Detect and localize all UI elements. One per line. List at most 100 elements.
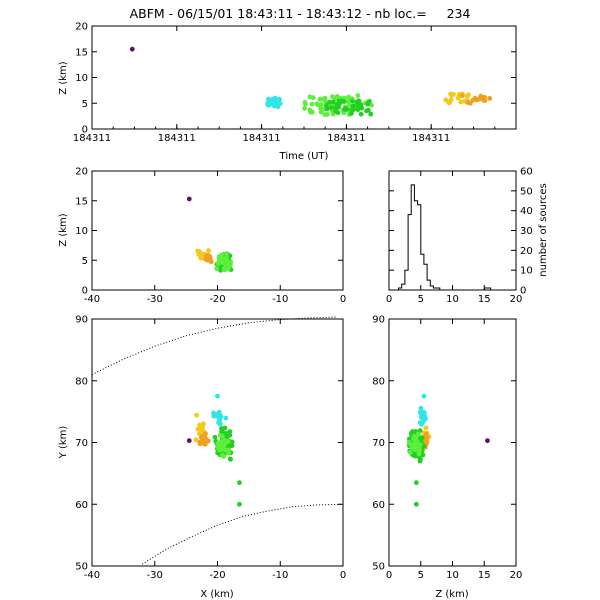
source-point xyxy=(323,99,329,104)
y-tick-label: 60 xyxy=(520,167,533,178)
source-point xyxy=(186,438,192,444)
source-point xyxy=(407,449,413,455)
histogram-bars xyxy=(398,184,492,291)
source-point xyxy=(336,100,342,106)
figure-title: ABFM - 06/15/01 18:43:11 - 18:43:12 - nb… xyxy=(130,6,471,21)
x-tick-label: 0 xyxy=(340,570,346,581)
source-point xyxy=(327,99,333,105)
source-point xyxy=(222,441,227,447)
panel-time-height: Time (UT) Z (km) 0 5 10 15 20 184311 184311 184… xyxy=(58,22,517,162)
source-point xyxy=(206,248,211,253)
source-point xyxy=(485,438,490,444)
source-point xyxy=(186,196,192,202)
x-tick-label: 184311 xyxy=(158,133,196,144)
source-point xyxy=(223,447,229,453)
source-point xyxy=(216,410,222,415)
source-point xyxy=(447,100,452,106)
source-point xyxy=(219,445,224,451)
source-point xyxy=(302,106,308,111)
y-tick-label: 90 xyxy=(75,315,88,326)
source-point xyxy=(459,93,465,99)
y-tick-label: 15 xyxy=(75,196,88,207)
source-point xyxy=(421,443,427,449)
y-tick-label: 20 xyxy=(75,167,88,178)
x-tick-label: -10 xyxy=(272,570,288,581)
range-ring-curve xyxy=(141,503,344,565)
x-tick-label: 184311 xyxy=(73,133,111,144)
source-point xyxy=(275,102,281,108)
source-point xyxy=(358,111,364,117)
source-point xyxy=(225,433,230,439)
source-point xyxy=(129,46,135,52)
x-tick-label: 15 xyxy=(478,570,491,581)
y-tick-label: 30 xyxy=(520,226,533,237)
x-tick-label: 0 xyxy=(386,294,392,305)
panel-x-z: Z (km) 0 5 10 15 20 -40 -30 -20 -10 0 xyxy=(58,167,346,306)
source-point xyxy=(317,96,323,102)
x-tick-label: -20 xyxy=(209,294,225,305)
source-point xyxy=(218,426,224,431)
source-point xyxy=(418,435,424,441)
source-point xyxy=(277,97,282,102)
source-point xyxy=(449,92,454,98)
y-tick-label: 60 xyxy=(75,500,88,511)
source-point xyxy=(356,98,362,104)
source-point xyxy=(466,92,471,98)
source-point xyxy=(335,110,341,116)
source-point xyxy=(346,94,351,100)
source-point xyxy=(458,99,464,105)
source-point xyxy=(318,102,324,107)
y-tick-label: 5 xyxy=(82,99,88,110)
y-tick-label: 10 xyxy=(520,266,533,277)
source-point xyxy=(201,421,206,427)
y-tick-label: 60 xyxy=(372,500,385,511)
x-tick-label: -40 xyxy=(84,294,100,305)
source-point xyxy=(219,256,225,262)
source-point xyxy=(323,103,329,108)
source-point xyxy=(419,414,425,420)
source-point xyxy=(302,99,308,105)
y-tick-label: 5 xyxy=(82,256,88,267)
source-point xyxy=(220,452,225,458)
source-point xyxy=(411,434,417,439)
source-point xyxy=(416,451,422,457)
z-axis-label-mid: Z (km) xyxy=(58,213,69,246)
x-axis-label: X (km) xyxy=(200,589,233,600)
x-tick-label: 20 xyxy=(510,294,523,305)
source-point xyxy=(237,501,242,507)
source-point xyxy=(237,480,242,486)
source-point xyxy=(423,431,429,437)
x-tick-label: 0 xyxy=(340,294,346,305)
source-point xyxy=(419,421,425,427)
source-point xyxy=(359,105,365,111)
y-tick-label: 20 xyxy=(520,246,533,257)
y-tick-label: 15 xyxy=(75,47,88,58)
y-tick-label: 40 xyxy=(520,206,533,217)
y-tick-label: 50 xyxy=(75,562,88,573)
source-point xyxy=(421,393,427,399)
y-tick-label: 80 xyxy=(75,376,88,387)
x-tick-label: -30 xyxy=(147,570,163,581)
y-tick-label: 0 xyxy=(82,286,88,297)
source-point xyxy=(417,409,423,415)
source-point xyxy=(355,103,361,109)
y-axis-label: Y (km) xyxy=(58,426,69,460)
x-tick-label: 10 xyxy=(446,570,459,581)
source-point xyxy=(205,254,211,260)
source-point xyxy=(227,429,233,434)
source-point xyxy=(413,437,419,443)
panel-z-y: Z (km) 50 60 70 80 90 0 5 10 15 20 xyxy=(372,315,522,600)
source-point xyxy=(415,431,421,437)
source-point xyxy=(349,98,355,104)
source-point xyxy=(269,97,275,102)
source-point xyxy=(418,405,424,411)
x-tick-label: 15 xyxy=(478,294,491,305)
source-point xyxy=(314,101,320,107)
source-point xyxy=(310,95,316,101)
x-tick-label: 5 xyxy=(418,570,424,581)
source-point xyxy=(487,95,493,101)
source-point xyxy=(365,101,371,107)
source-point xyxy=(348,110,354,116)
source-point xyxy=(413,480,419,486)
